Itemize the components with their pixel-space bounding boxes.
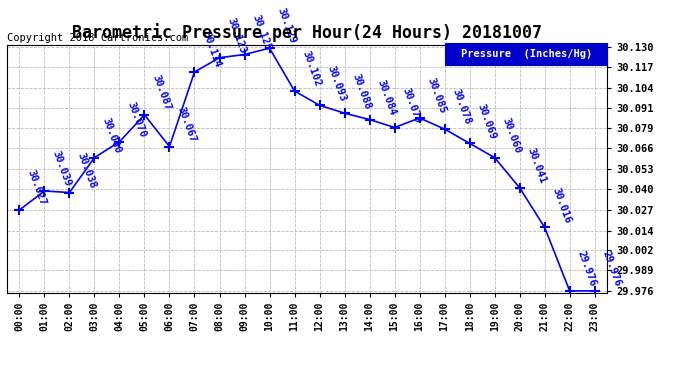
Text: 30.084: 30.084 (375, 78, 397, 117)
Text: 30.041: 30.041 (525, 146, 547, 185)
Text: 30.114: 30.114 (200, 30, 222, 69)
Text: 30.060: 30.060 (100, 116, 122, 155)
Text: 30.069: 30.069 (475, 102, 497, 141)
Text: 29.976: 29.976 (600, 249, 622, 288)
Text: 30.125: 30.125 (250, 13, 273, 52)
Text: 30.078: 30.078 (450, 88, 473, 126)
Text: 30.093: 30.093 (325, 64, 347, 102)
Text: Copyright 2018 Cartronics.com: Copyright 2018 Cartronics.com (7, 33, 188, 42)
Text: 30.038: 30.038 (75, 151, 97, 190)
Text: 30.123: 30.123 (225, 16, 247, 55)
Text: 30.079: 30.079 (400, 86, 422, 125)
Text: 30.085: 30.085 (425, 76, 447, 115)
Text: 29.976: 29.976 (575, 249, 598, 288)
Text: 30.060: 30.060 (500, 116, 522, 155)
Title: Barometric Pressure per Hour(24 Hours) 20181007: Barometric Pressure per Hour(24 Hours) 2… (72, 23, 542, 42)
Text: 30.067: 30.067 (175, 105, 197, 144)
Text: 30.016: 30.016 (550, 186, 573, 225)
Text: 30.027: 30.027 (25, 169, 47, 207)
Text: 30.102: 30.102 (300, 50, 322, 88)
Text: 30.088: 30.088 (350, 72, 373, 111)
Text: 30.070: 30.070 (125, 100, 147, 139)
Text: 30.039: 30.039 (50, 150, 72, 188)
Text: 30.087: 30.087 (150, 74, 172, 112)
Text: 30.129: 30.129 (275, 7, 297, 45)
